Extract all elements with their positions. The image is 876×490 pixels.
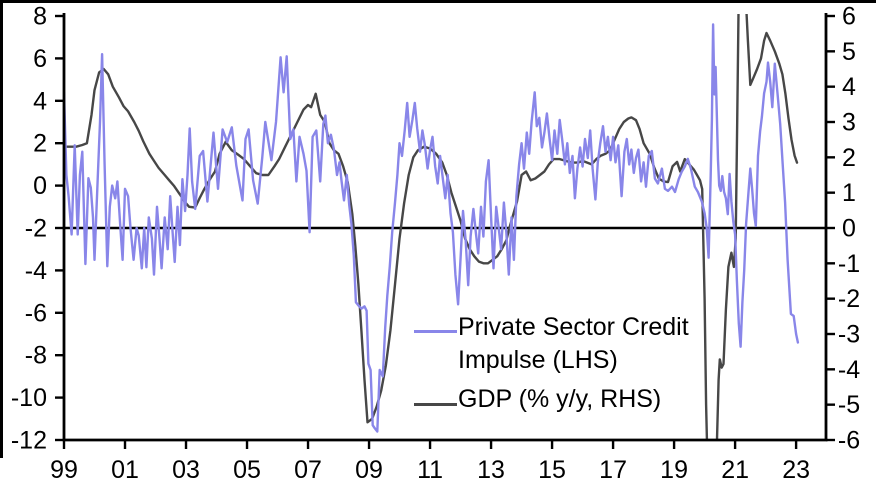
y-left-tick-label: 4 — [33, 87, 47, 115]
y-left-tick-label: -4 — [25, 257, 47, 285]
x-tick-label: 15 — [538, 456, 566, 484]
y-left-tick-label: 2 — [33, 130, 47, 158]
x-tick-label: 07 — [294, 456, 322, 484]
y-right-tick-label: 4 — [842, 73, 856, 101]
x-tick-label: 09 — [355, 456, 383, 484]
y-right-tick-label: 2 — [842, 144, 856, 172]
y-left-tick-label: -2 — [25, 215, 47, 243]
y-right-tick-label: 3 — [842, 109, 856, 137]
credit-impulse-line — [64, 23, 800, 433]
y-right-tick-label: -6 — [838, 427, 860, 455]
x-tick-label: 99 — [50, 456, 78, 484]
x-tick-label: 01 — [111, 456, 139, 484]
y-left-tick-label: -8 — [25, 342, 47, 370]
y-right-tick-label: 6 — [842, 3, 856, 31]
frame-left-border — [0, 0, 3, 458]
y-left-tick-label: -12 — [11, 427, 47, 455]
x-tick-label: 11 — [417, 456, 443, 484]
y-right-tick-label: -3 — [838, 321, 860, 349]
x-tick-label: 13 — [477, 456, 505, 484]
frame-top-border — [0, 0, 876, 3]
x-tick-label: 17 — [599, 456, 627, 484]
y-right-tick-label: -2 — [838, 285, 860, 313]
y-left-tick-label: -6 — [25, 299, 47, 327]
x-tick-label: 23 — [782, 456, 810, 484]
y-right-tick-label: -5 — [838, 391, 860, 419]
x-tick-label: 05 — [233, 456, 261, 484]
y-left-tick-label: 0 — [33, 172, 47, 200]
y-right-tick-label: 5 — [842, 38, 856, 66]
x-tick-label: 19 — [660, 456, 688, 484]
x-tick-label: 21 — [721, 456, 749, 484]
y-right-tick-label: 0 — [842, 215, 856, 243]
y-right-tick-label: 1 — [842, 179, 856, 207]
x-tick-label: 03 — [172, 456, 200, 484]
y-left-tick-label: -10 — [11, 384, 47, 412]
y-left-tick-label: 6 — [33, 45, 47, 73]
y-right-tick-label: -4 — [838, 356, 860, 384]
y-left-tick-label: 8 — [33, 3, 47, 31]
y-right-tick-label: -1 — [838, 250, 860, 278]
